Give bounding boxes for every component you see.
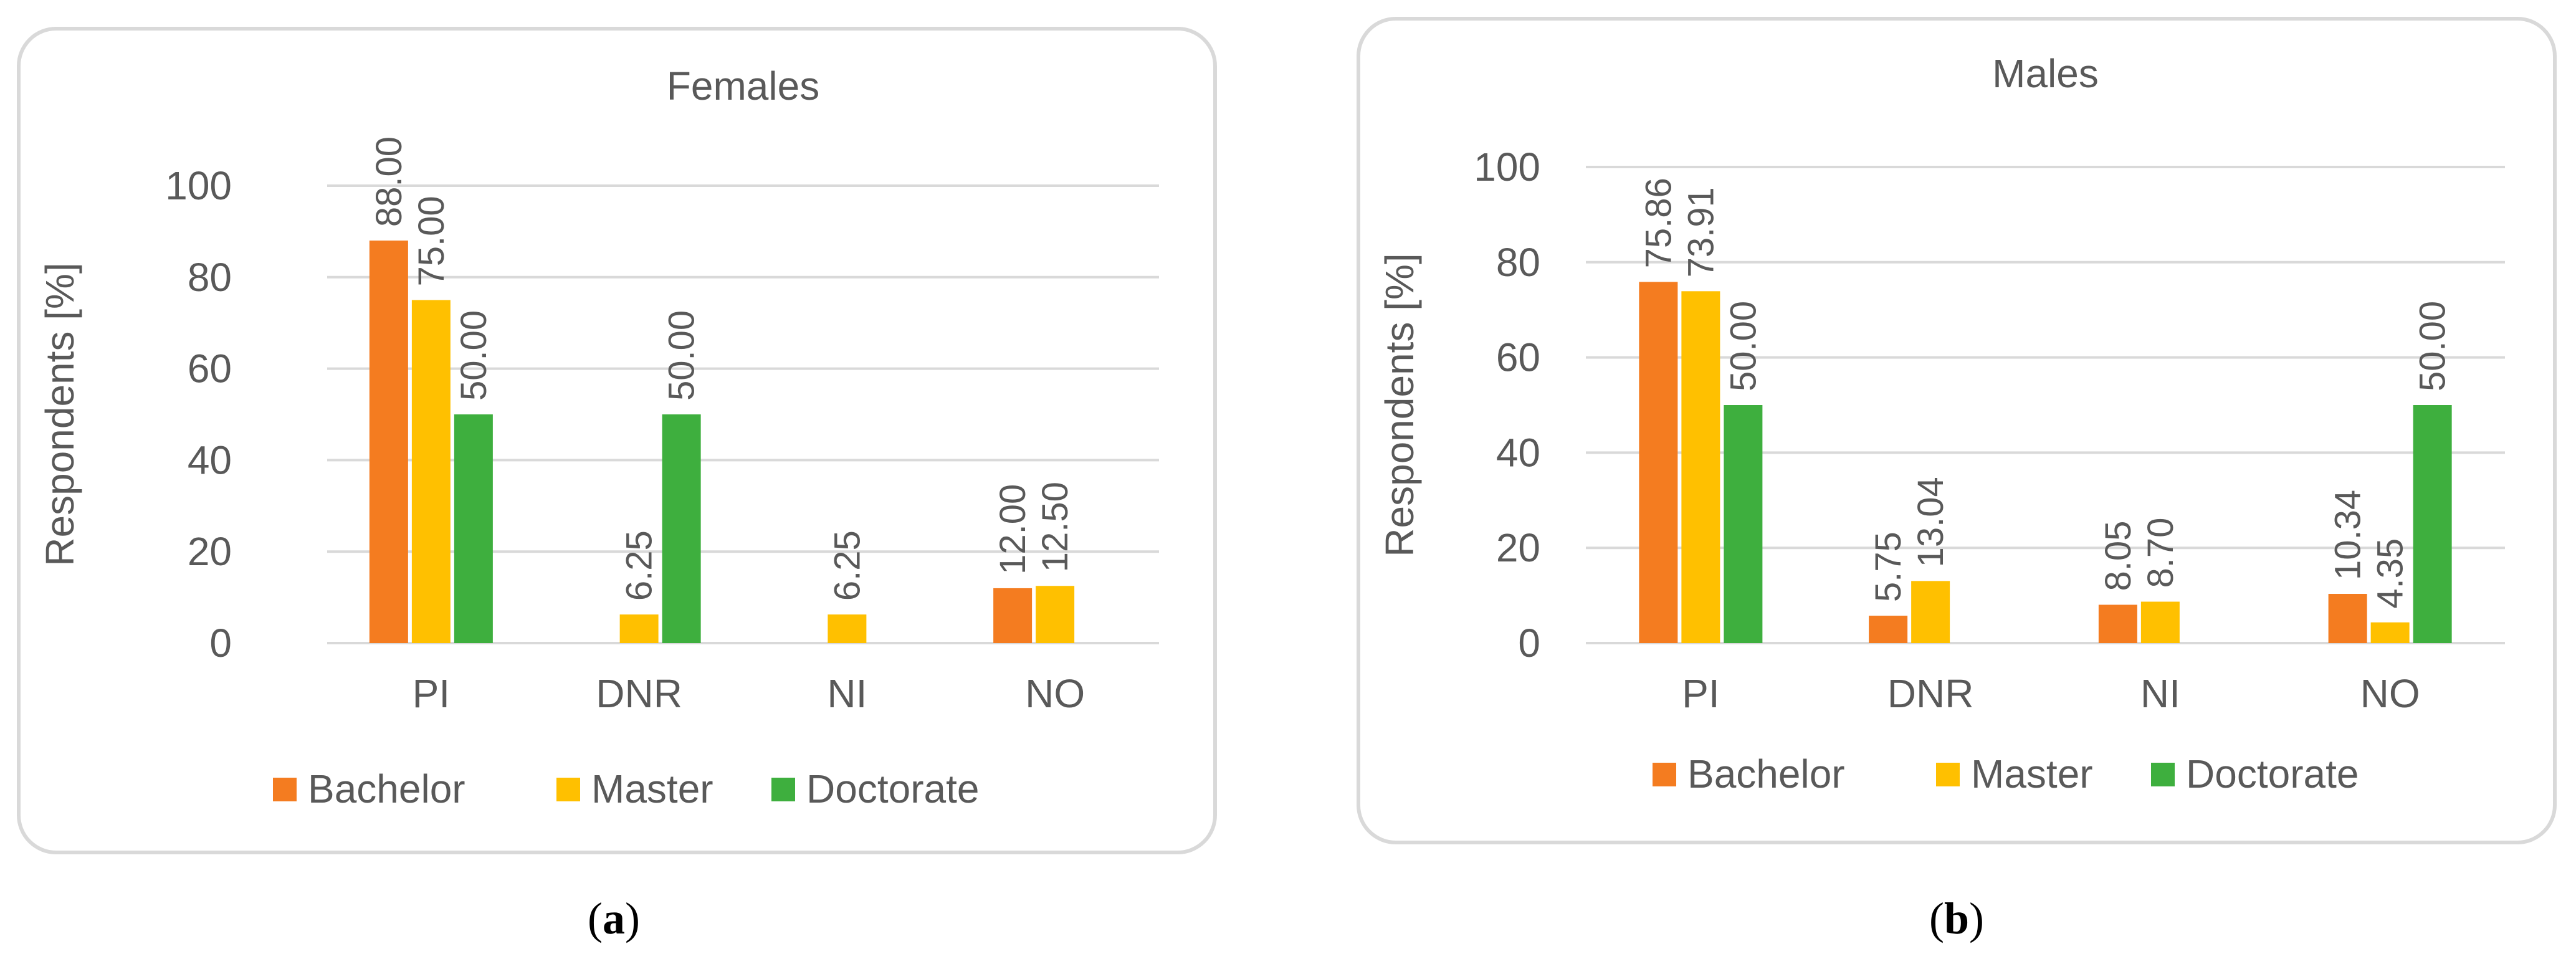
bar-master-dnr [1911, 581, 1950, 643]
data-label: 50.00 [662, 310, 702, 401]
legend-label-master: Master [591, 766, 713, 811]
y-tick-label: 60 [188, 346, 232, 391]
bar-master-ni [828, 614, 867, 643]
data-label: 6.25 [827, 530, 867, 601]
chart-panel-a: Females 0 20 40 60 80 100 Respondents [%] 88.007… [17, 27, 1217, 943]
legend-label-bachelor: Bachelor [308, 766, 465, 811]
y-tick-label: 40 [1496, 430, 1540, 475]
legend-swatch-bachelor [1653, 763, 1676, 786]
chart-title: Females [667, 64, 819, 108]
panel-label: (a) [588, 894, 640, 943]
y-tick-label: 0 [1518, 621, 1540, 666]
data-label: 8.05 [2098, 521, 2139, 591]
panel-label-letter: a [603, 894, 625, 943]
y-tick-label: 80 [1496, 240, 1540, 285]
bar-bachelor-pi [1639, 282, 1678, 644]
x-tick-label: NI [2140, 671, 2180, 716]
y-axis-label: Respondents [%] [1377, 253, 1422, 556]
x-tick-label: DNR [596, 671, 682, 716]
y-tick-label: 80 [188, 255, 232, 300]
x-tick-label: NO [1025, 671, 1085, 716]
y-tick-label: 40 [188, 437, 232, 482]
bar-master-ni [2140, 601, 2180, 643]
panel-label-open: ( [588, 894, 603, 943]
bar-master-no [2370, 622, 2410, 643]
data-label: 6.25 [619, 530, 660, 601]
x-tick-label: NI [827, 671, 867, 716]
chart-panel-b: Males 0 20 40 60 80 100 Respondents [%] 75.86 73.… [1357, 17, 2557, 943]
legend-swatch-master [556, 778, 580, 801]
y-tick-label: 60 [1496, 335, 1540, 380]
data-label: 73.91 [1681, 187, 1721, 277]
panel-label-close: ) [625, 894, 640, 943]
bar-doctorate-dnr [662, 414, 701, 643]
y-tick-label: 20 [1496, 525, 1540, 570]
y-tick-label: 100 [165, 163, 232, 208]
bar-bachelor-no [993, 588, 1033, 643]
legend-swatch-bachelor [273, 778, 297, 801]
panel-label-open: ( [1929, 894, 1944, 943]
legend-swatch-doctorate [2151, 763, 2175, 786]
legend-label-master: Master [1971, 752, 2093, 796]
y-tick-label: 20 [188, 529, 232, 574]
data-label: 10.34 [2328, 490, 2368, 580]
bar-bachelor-pi [369, 241, 408, 644]
y-tick-label: 100 [1474, 145, 1540, 189]
x-tick-label: DNR [1887, 671, 1974, 716]
bar-master-no [1036, 586, 1075, 643]
bar-doctorate-no [2413, 405, 2452, 643]
data-label: 5.75 [1868, 532, 1909, 602]
data-label: 50.00 [454, 310, 494, 401]
panel-label-letter: b [1944, 894, 1969, 943]
panel-label-close: ) [1969, 894, 1984, 943]
data-label: 8.70 [2140, 518, 2181, 588]
data-label: 12.50 [1035, 482, 1076, 572]
bar-bachelor-dnr [1869, 616, 1908, 643]
bar-bachelor-no [2328, 594, 2367, 643]
x-tick-label: NO [2360, 671, 2420, 716]
data-label: 50.00 [1723, 301, 1763, 391]
bar-doctorate-pi [454, 414, 493, 643]
data-label: 88.00 [369, 136, 409, 227]
legend-swatch-doctorate [771, 778, 795, 801]
data-label: 4.35 [2370, 538, 2411, 609]
panel-label: (b) [1929, 894, 1984, 943]
y-axis-label: Respondents [%] [37, 262, 82, 566]
data-label: 13.04 [1911, 477, 1951, 567]
legend-label-doctorate: Doctorate [806, 766, 979, 811]
legend-label-bachelor: Bachelor [1687, 752, 1845, 796]
y-tick-label: 0 [209, 621, 232, 666]
x-tick-label: PI [1682, 671, 1719, 716]
x-tick-label: PI [413, 671, 450, 716]
legend-label-doctorate: Doctorate [2186, 752, 2359, 796]
data-label: 75.00 [411, 196, 452, 286]
data-label: 50.00 [2413, 301, 2453, 391]
bar-doctorate-pi [1724, 405, 1763, 643]
chart-title: Males [1992, 51, 2099, 96]
chart-frame [17, 27, 1217, 854]
bar-bachelor-ni [2098, 604, 2137, 643]
legend-swatch-master [1936, 763, 1960, 786]
bar-master-pi [411, 300, 451, 643]
bar-master-pi [1681, 291, 1720, 643]
data-label: 12.00 [993, 484, 1033, 575]
bar-master-dnr [619, 614, 659, 643]
data-label: 75.86 [1638, 178, 1679, 268]
